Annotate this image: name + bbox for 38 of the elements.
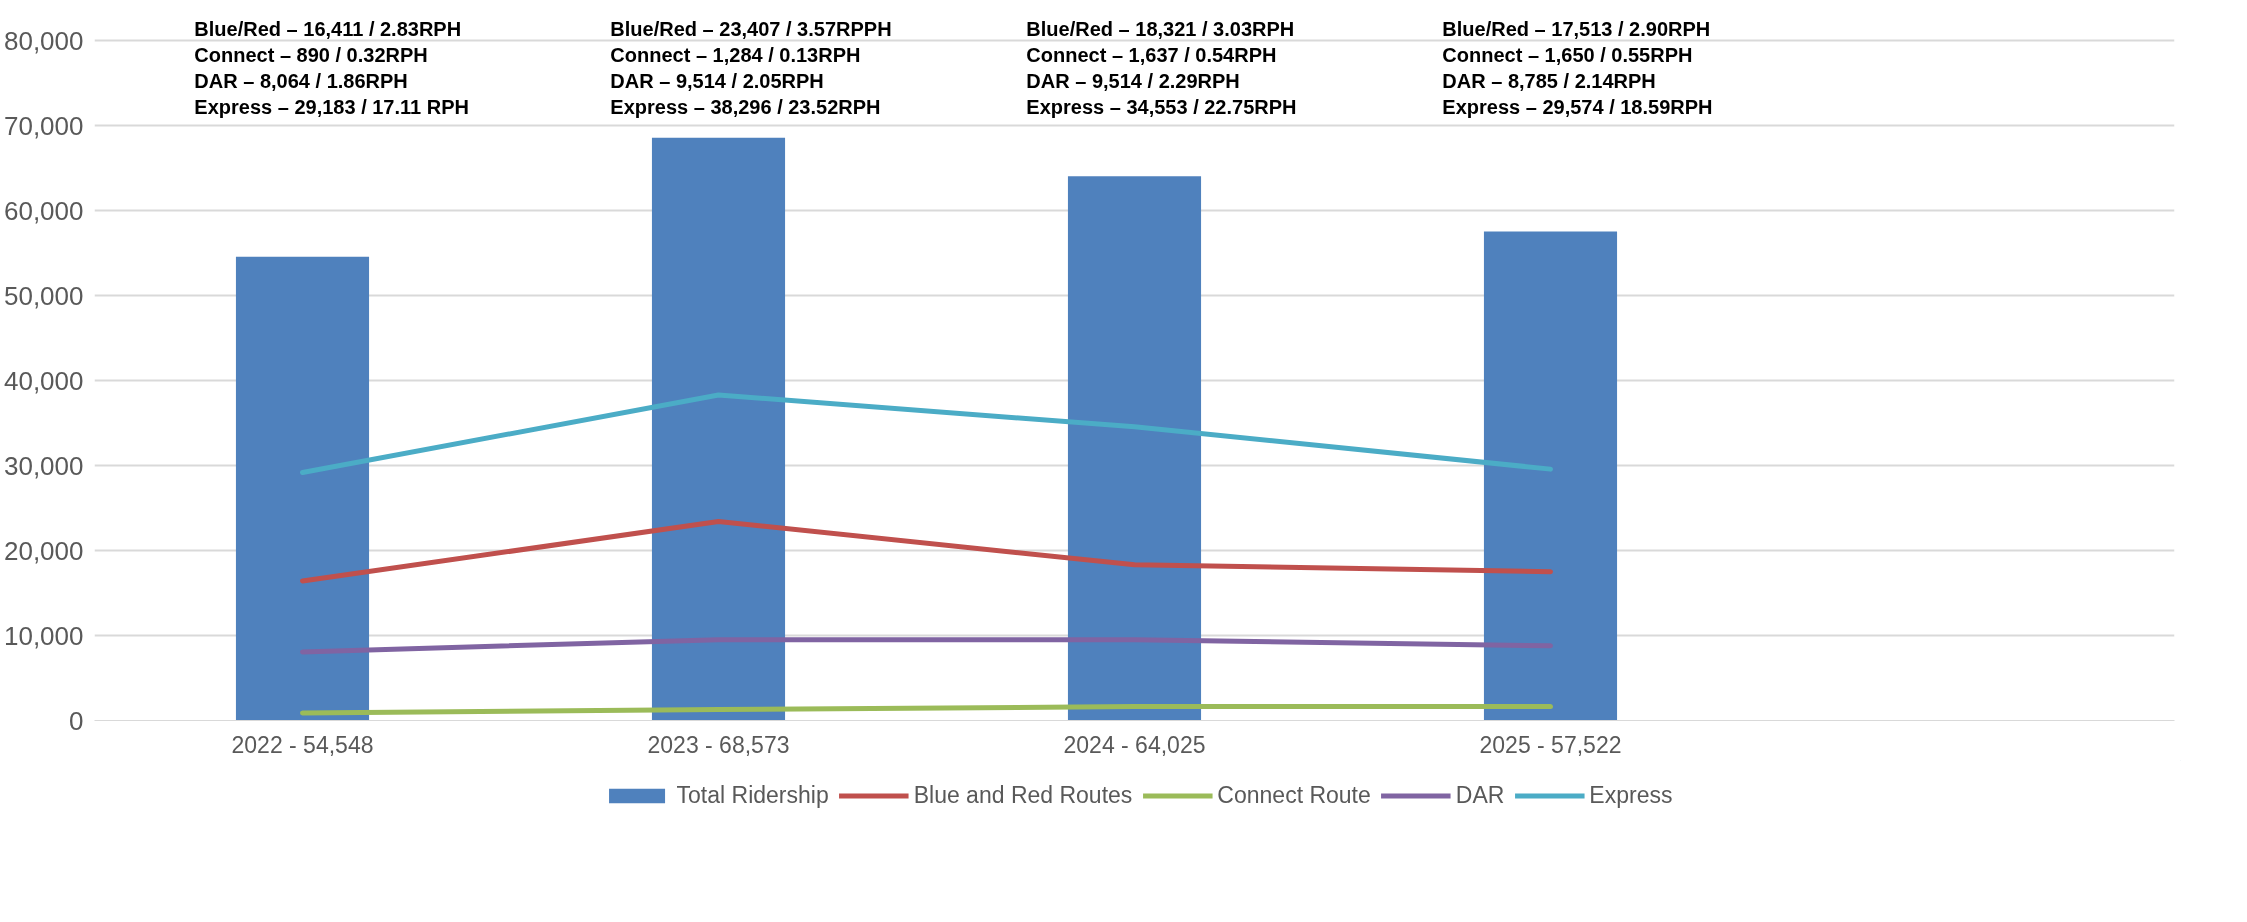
annotation: Express – 34,553 / 22.75RPH [1026, 95, 1297, 118]
y-tick-label: 30,000 [3, 450, 84, 481]
annotation: DAR – 8,785 / 2.14RPH [1442, 69, 1656, 92]
annotation: Connect – 1,284 / 0.13RPH [610, 43, 861, 66]
y-tick-label: 10,000 [3, 620, 84, 651]
bar [1483, 231, 1618, 721]
y-tick-label: 40,000 [3, 365, 84, 396]
annotation: Connect – 1,650 / 0.55RPH [1442, 43, 1693, 66]
y-tick-label: 70,000 [3, 110, 84, 141]
bar [651, 137, 786, 721]
annotation: DAR – 8,064 / 1.86RPH [194, 69, 408, 92]
annotation: Express – 29,574 / 18.59RPH [1442, 95, 1713, 118]
legend-label: DAR [1455, 781, 1505, 809]
x-tick-label: 2024 - 64,025 [1063, 731, 1206, 758]
y-tick-label: 50,000 [3, 280, 84, 311]
annotation: Connect – 890 / 0.32RPH [194, 43, 428, 66]
annotation: DAR – 9,514 / 2.29RPH [1026, 69, 1240, 92]
text: Blue/Red – 18,321 / 3.03RPH [1026, 17, 1295, 40]
legend-label: Blue and Red Routes [913, 781, 1133, 809]
x-tick-label: 2025 - 57,522 [1479, 731, 1622, 758]
text: Blue/Red – 16,411 / 2.83RPH [194, 17, 462, 40]
annotation: Express – 29,183 / 17.11 RPH [194, 95, 469, 118]
annotation: Connect – 1,637 / 0.54RPH [1026, 43, 1277, 66]
bar [1067, 176, 1202, 721]
y-tick-label: 0 [69, 705, 84, 736]
annotation: DAR – 9,514 / 2.05RPH [610, 69, 824, 92]
text: Blue/Red – 23,407 / 3.57RPPH [610, 17, 892, 40]
y-tick-label: 20,000 [3, 535, 84, 566]
x-tick-label: 2023 - 68,573 [647, 731, 790, 758]
legend-label: Total Ridership [676, 781, 829, 809]
bar [235, 256, 370, 721]
legend-label: Express [1589, 781, 1673, 809]
y-tick-label: 80,000 [3, 25, 84, 56]
x-tick-label: 2022 - 54,548 [231, 731, 374, 758]
text: Blue/Red – 17,513 / 2.90RPH [1442, 17, 1711, 40]
y-tick-label: 60,000 [3, 195, 84, 226]
annotation: Express – 38,296 / 23.52RPH [610, 95, 881, 118]
legend-label: Connect Route [1217, 781, 1371, 809]
